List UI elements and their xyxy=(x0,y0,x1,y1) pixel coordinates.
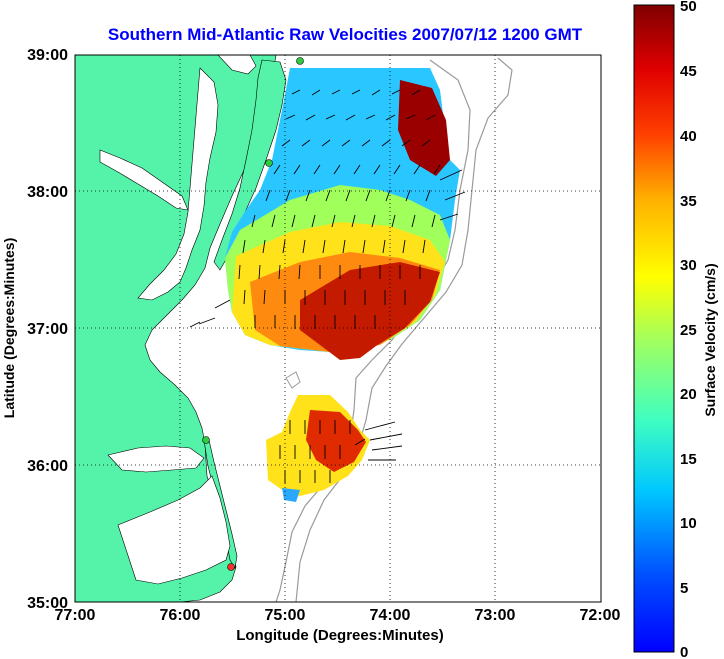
chesapeake-bay xyxy=(137,67,219,301)
y-tick-label: 35:00 xyxy=(27,595,68,612)
station-marker xyxy=(227,563,235,571)
colorbar-tick: 15 xyxy=(680,451,697,468)
x-tick-label: 76:00 xyxy=(160,607,201,624)
bathymetry-contour xyxy=(275,59,471,602)
colorbar-label: Surface Velocity (cm/s) xyxy=(702,263,718,416)
colorbar: 50 45 40 35 30 25 20 15 10 5 0 Surface V… xyxy=(633,0,718,659)
y-tick-label: 38:00 xyxy=(27,184,68,201)
velocity-patch-red xyxy=(300,262,440,360)
x-axis-label: Longitude (Degrees:Minutes) xyxy=(236,627,444,644)
bathymetry-contour xyxy=(285,371,301,389)
x-tick-label: 75:00 xyxy=(265,607,306,624)
y-tick-label: 36:00 xyxy=(27,458,68,475)
x-tick-label: 73:00 xyxy=(475,607,516,624)
stations xyxy=(202,57,304,571)
colorbar-gradient xyxy=(633,4,675,653)
colorbar-tick: 5 xyxy=(680,580,688,597)
map-frame xyxy=(74,54,602,603)
colorbar-tick: 45 xyxy=(680,63,697,80)
y-tick-label: 37:00 xyxy=(27,321,68,338)
bathymetry-contour xyxy=(295,57,513,602)
albemarle-sound xyxy=(107,445,205,473)
y-tick-label: 39:00 xyxy=(27,47,68,64)
pamlico-sound xyxy=(117,475,231,585)
velocity-patch-darkred-ne xyxy=(398,80,450,176)
y-axis: 39:00 38:00 37:00 36:00 35:00 Latitude (… xyxy=(1,47,68,612)
land-delmarva xyxy=(213,59,287,271)
x-tick-label: 72:00 xyxy=(580,607,621,624)
velocity-vectors xyxy=(189,89,466,483)
x-tick-label: 77:00 xyxy=(55,607,96,624)
velocity-patch-south-blue xyxy=(282,488,300,502)
colorbar-tick: 40 xyxy=(680,128,697,145)
delaware-bay xyxy=(217,55,257,75)
colorbar-tick: 50 xyxy=(680,0,697,15)
colorbar-tick: 0 xyxy=(680,644,688,659)
potomac-river xyxy=(99,149,189,211)
x-tick-label: 74:00 xyxy=(370,607,411,624)
y-axis-label: Latitude (Degrees:Minutes) xyxy=(1,238,17,418)
x-axis: 77:00 76:00 75:00 74:00 73:00 72:00 Long… xyxy=(55,607,621,644)
station-marker xyxy=(202,436,210,444)
colorbar-tick: 10 xyxy=(680,515,697,532)
colorbar-tick: 35 xyxy=(680,193,697,210)
velocity-patch-south-red xyxy=(306,410,366,472)
station-marker xyxy=(265,159,273,167)
colorbar-tick: 25 xyxy=(680,322,697,339)
colorbar-tick: 30 xyxy=(680,257,697,274)
station-marker xyxy=(296,57,304,65)
velocity-field xyxy=(225,68,460,502)
map-title: Southern Mid-Atlantic Raw Velocities 200… xyxy=(108,25,583,44)
colorbar-tick: 20 xyxy=(680,386,697,403)
